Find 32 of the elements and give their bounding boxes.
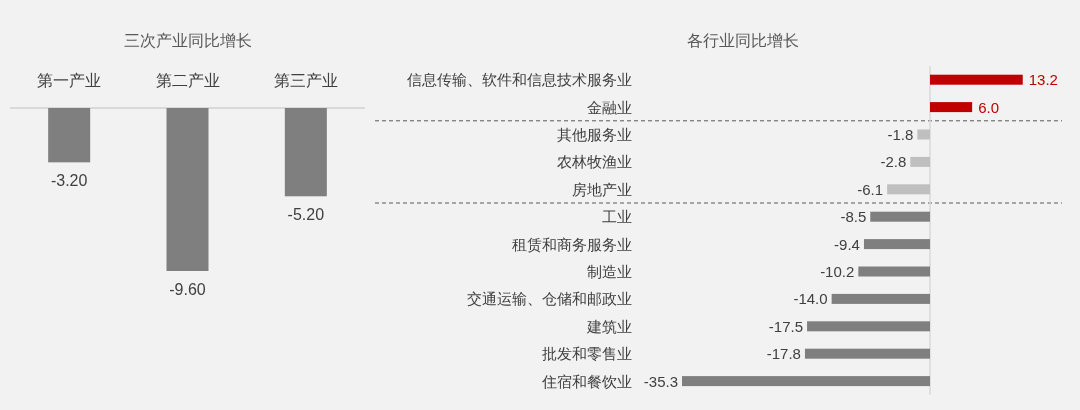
y-tick-label: 其他服务业 [557, 126, 632, 143]
data-label: -9.60 [169, 281, 206, 298]
x-tick-label: 第二产业 [155, 72, 220, 89]
x-tick-label: 第三产业 [273, 72, 338, 89]
y-tick-label: 住宿和餐饮业 [541, 372, 632, 390]
data-label: -17.5 [768, 317, 804, 335]
data-label: -1.8 [887, 126, 914, 143]
data-label: -5.20 [287, 206, 325, 224]
y-tick-label: 交通运输、仓储和邮政业 [467, 290, 632, 308]
data-label: -35.3 [643, 372, 678, 390]
data-label: -17.8 [766, 345, 801, 363]
data-label: -8.5 [840, 208, 867, 226]
x-tick-label: 第一产业 [37, 72, 102, 89]
data-label: -10.2 [820, 263, 855, 280]
y-tick-label: 房地产业 [572, 180, 632, 198]
data-label: 13.2 [1028, 71, 1058, 89]
y-tick-label: 租赁和商务服务业 [512, 235, 632, 253]
y-tick-label: 制造业 [587, 263, 632, 280]
data-label: -2.8 [880, 153, 907, 171]
data-label: -14.0 [793, 290, 828, 308]
chart-title: 各行业同比增长 [687, 32, 799, 49]
data-label: -9.4 [834, 235, 860, 253]
data-label: -3.20 [50, 172, 88, 190]
data-label: 6.0 [978, 98, 1000, 116]
chart-title: 三次产业同比增长 [123, 32, 252, 49]
y-tick-label: 金融业 [587, 98, 632, 116]
y-tick-label: 信息传输、软件和信息技术服务业 [407, 71, 632, 89]
y-tick-label: 农林牧渔业 [557, 153, 632, 171]
y-tick-label: 批发和零售业 [542, 345, 632, 363]
y-tick-label: 工业 [602, 208, 632, 226]
y-tick-label: 建筑业 [586, 317, 632, 335]
data-label: -6.1 [857, 180, 884, 198]
